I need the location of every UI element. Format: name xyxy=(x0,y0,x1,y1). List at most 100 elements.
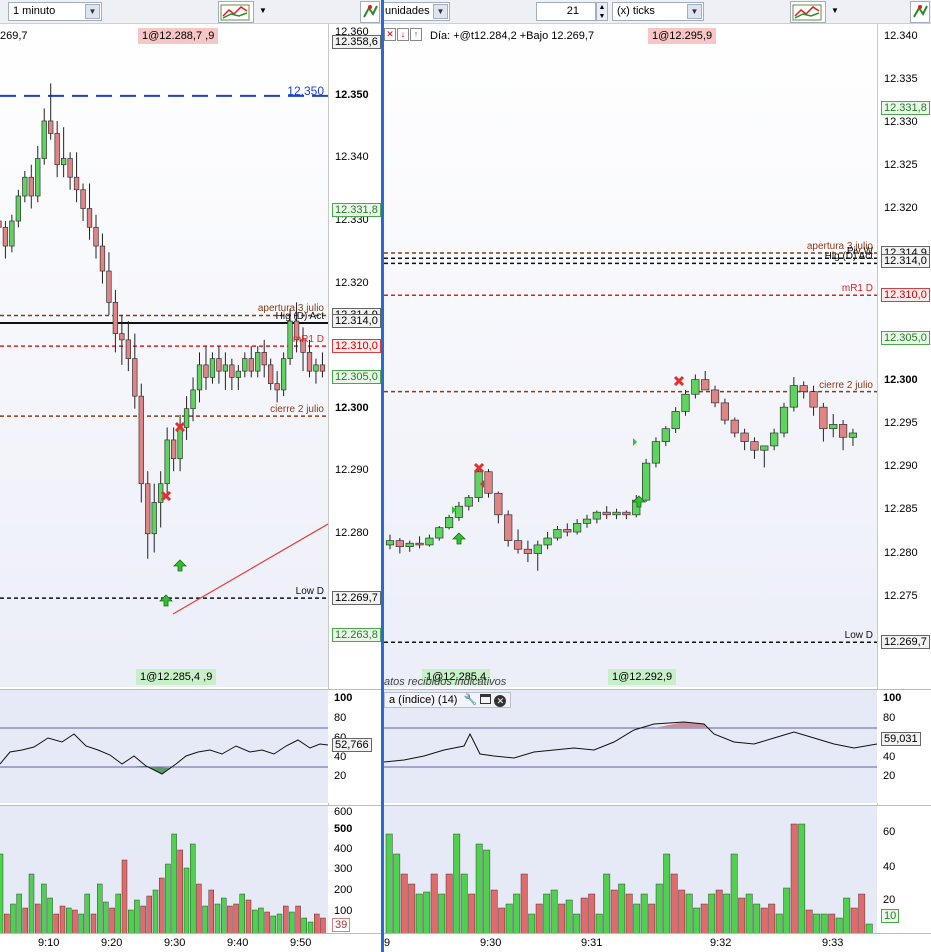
osc-tick-100: 100 xyxy=(334,692,353,704)
price-tick: 12.350 xyxy=(335,88,369,101)
candle-body xyxy=(319,364,326,372)
candle-body xyxy=(592,511,601,520)
buy-arrow-icon xyxy=(173,559,187,572)
volume-bar xyxy=(134,899,140,934)
right-candles-svg xyxy=(384,252,877,643)
chart-type-dropdown[interactable]: ▼ xyxy=(831,6,839,15)
candle-body xyxy=(799,385,808,393)
pane-splitter[interactable] xyxy=(381,0,384,952)
vol-tick-300: 300 xyxy=(334,863,353,875)
osc-tick-40: 40 xyxy=(334,751,347,763)
volume-bar xyxy=(214,903,221,934)
volume-bar xyxy=(84,893,91,934)
buy-arrow-icon[interactable]: ↑ xyxy=(410,28,422,41)
volume-bar xyxy=(307,921,314,934)
chart-type-icon[interactable] xyxy=(790,1,826,23)
candle-body xyxy=(306,352,313,372)
volume-bar xyxy=(233,903,239,934)
candle-body xyxy=(280,358,287,391)
level-label: Hig (D) Act xyxy=(824,251,873,263)
right-price-plot[interactable]: ✕ ↓ ↑ Día: +@t12.284,2 +Bajo 12.269,7 1@… xyxy=(384,24,877,688)
osc-tick-20: 20 xyxy=(334,770,347,782)
candle-body xyxy=(99,245,106,272)
ticks-count-input[interactable]: 21 xyxy=(536,2,596,21)
chevron-down-icon[interactable]: ▼ xyxy=(85,4,100,19)
volume-bar xyxy=(41,883,47,934)
level-label: 12.350 xyxy=(287,83,324,98)
left-bottom-order-pill[interactable]: 1@12.285,4 ,9 xyxy=(136,669,217,685)
right-bottom-order-pill[interactable]: 1@12.292,9 xyxy=(608,669,677,685)
volume-bar xyxy=(239,893,246,934)
candle-body xyxy=(582,518,592,524)
candle-body xyxy=(300,339,306,353)
level-label: apertura 3 julio xyxy=(806,241,873,253)
volume-bar xyxy=(865,923,873,934)
candle-body xyxy=(151,502,157,535)
units-select[interactable]: unidades ▼ xyxy=(384,2,450,21)
candle-body xyxy=(622,511,631,516)
volume-bar xyxy=(655,883,663,934)
price-tag: 12.269,7 xyxy=(881,635,930,650)
left-top-order-pill[interactable]: 1@12.288,7 ,9 xyxy=(138,28,219,44)
close-icon[interactable]: ✕ xyxy=(384,28,396,41)
sell-arrow-icon[interactable]: ↓ xyxy=(397,28,409,41)
right-bottom-order-pill-left[interactable]: 1@12.285,4 xyxy=(422,669,491,685)
ticks-unit-select[interactable]: (x) ticks ▼ xyxy=(612,2,704,21)
time-label: 9:30 xyxy=(164,937,186,949)
candle-body xyxy=(268,364,274,384)
candle-body xyxy=(602,511,611,516)
exit-x-icon xyxy=(160,490,172,502)
volume-bar xyxy=(109,907,115,934)
volume-bar xyxy=(314,913,320,934)
price-tick: 12.275 xyxy=(884,589,918,602)
left-candles-svg xyxy=(0,83,328,615)
interval-select[interactable]: 1 minuto ▼ xyxy=(8,2,102,21)
chart-type-icon[interactable] xyxy=(218,1,254,23)
volume-bar xyxy=(783,887,791,934)
level-label: cierre 2 julio xyxy=(819,379,873,391)
volume-bar xyxy=(475,843,483,934)
price-tick: 12.280 xyxy=(884,546,918,559)
volume-bar xyxy=(850,907,858,934)
chart-type-dropdown[interactable]: ▼ xyxy=(259,6,267,15)
candle-body xyxy=(701,379,710,391)
candle-body xyxy=(425,537,434,546)
volume-bar xyxy=(0,853,4,934)
right-oscillator-axis: 100 80 60 40 20 59,031 xyxy=(877,689,931,803)
close-icon[interactable]: ✕ xyxy=(494,695,507,707)
candle-body xyxy=(770,432,779,447)
right-top-order-pill[interactable]: 1@12.295,9 xyxy=(648,28,717,44)
volume-bar xyxy=(565,899,573,934)
left-volume-panel[interactable] xyxy=(0,805,328,934)
ticks-spinner-icon[interactable]: ▲ ▼ xyxy=(596,2,608,21)
indicator-icon[interactable] xyxy=(910,1,930,23)
vol-tick-600: 600 xyxy=(334,806,353,818)
left-oscillator-panel[interactable] xyxy=(0,689,328,803)
volume-bar xyxy=(65,907,72,934)
price-tick: 12.335 xyxy=(884,72,918,85)
wrench-icon[interactable]: 🔧 xyxy=(463,694,478,706)
right-volume-panel[interactable] xyxy=(384,805,877,934)
chevron-down-icon[interactable]: ▼ xyxy=(687,4,702,19)
chevron-down-icon[interactable]: ▼ xyxy=(433,4,448,19)
volume-bar xyxy=(295,905,301,934)
price-tick: 12.340 xyxy=(335,151,369,164)
candle-body xyxy=(196,364,203,391)
volume-bar xyxy=(708,893,716,934)
candle-body xyxy=(93,226,99,247)
window-icon[interactable] xyxy=(480,694,492,704)
osc-fill xyxy=(134,766,170,774)
vol-tick-200: 200 xyxy=(334,884,353,896)
right-oscillator-panel[interactable]: a (índice) (14) 🔧 ✕ xyxy=(384,689,877,803)
volume-bar xyxy=(189,843,196,934)
candle-body xyxy=(170,439,177,460)
indicator-icon[interactable] xyxy=(360,1,380,23)
volume-bar xyxy=(670,873,678,934)
volume-bar xyxy=(640,893,648,934)
candle-body xyxy=(125,339,131,359)
candle-body xyxy=(395,540,404,548)
volume-bar xyxy=(438,893,446,934)
time-label: 9:50 xyxy=(290,937,312,949)
candle-body xyxy=(54,133,60,166)
left-price-plot[interactable]: 269,7 1@12.288,7 ,9 1@12.285,4 ,9 12.350… xyxy=(0,24,328,687)
